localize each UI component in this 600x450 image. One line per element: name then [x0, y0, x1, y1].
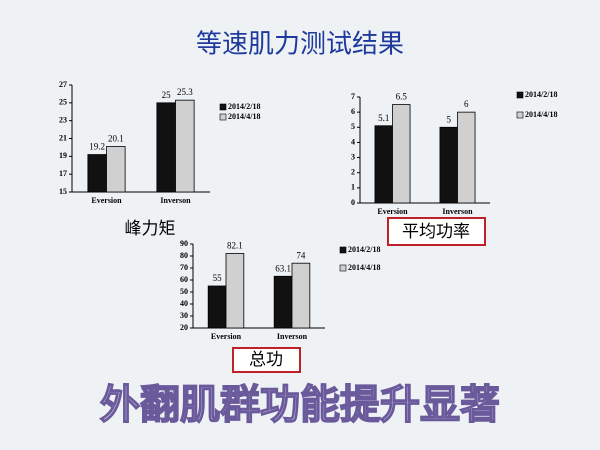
y-tick-label: 23 — [59, 115, 67, 124]
y-tick-label: 7 — [351, 92, 355, 101]
x-tick-label: Inverson — [277, 332, 308, 341]
caption-frame — [387, 217, 486, 246]
y-tick-label: 4 — [351, 137, 355, 146]
legend-swatch — [516, 91, 524, 99]
value-label: 82.1 — [227, 241, 243, 251]
value-label: 63.1 — [275, 263, 291, 273]
value-label: 20.1 — [108, 134, 124, 144]
x-tick-label: Eversion — [91, 196, 122, 205]
y-tick-label: 5 — [351, 122, 355, 131]
bar — [106, 146, 126, 193]
bar — [374, 125, 393, 204]
value-label: 6 — [464, 99, 469, 109]
bar — [156, 102, 176, 193]
value-label: 25 — [162, 90, 172, 100]
value-label: 19.2 — [89, 142, 105, 152]
bar — [291, 262, 311, 329]
legend-swatch — [516, 111, 524, 119]
chart-caption: 平均功率 — [402, 222, 470, 242]
y-tick-label: 1 — [351, 183, 355, 192]
x-tick-label: Eversion — [377, 207, 408, 216]
slide-title: 等速肌力测试结果 — [196, 30, 404, 60]
x-tick-label: Inverson — [442, 207, 473, 216]
y-tick-label: 50 — [180, 287, 188, 296]
chart-caption: 总功 — [249, 350, 283, 370]
value-label: 5.1 — [378, 113, 389, 123]
legend-label: 2014/4/18 — [525, 110, 557, 119]
y-tick-label: 30 — [180, 311, 188, 320]
y-tick-label: 19 — [59, 151, 67, 160]
y-tick-label: 27 — [59, 80, 67, 89]
x-tick-label: Eversion — [211, 332, 242, 341]
value-label: 6.5 — [396, 92, 408, 102]
bar — [273, 275, 293, 329]
y-tick-label: 15 — [59, 187, 67, 196]
legend-label: 2014/2/18 — [228, 102, 260, 111]
y-tick-label: 6 — [351, 107, 355, 116]
value-label: 55 — [213, 273, 223, 283]
y-tick-label: 25 — [59, 98, 67, 107]
legend-swatch — [339, 246, 347, 254]
y-tick-label: 90 — [180, 239, 188, 248]
legend-swatch — [339, 264, 347, 272]
legend-swatch — [219, 103, 227, 111]
legend-label: 2014/2/18 — [525, 90, 557, 99]
legend-swatch — [219, 113, 227, 121]
footer-text: 外翻肌群功能提升显著 — [100, 381, 500, 428]
bar — [87, 154, 107, 193]
y-tick-label: 3 — [351, 152, 355, 161]
bar — [175, 99, 195, 193]
legend-label: 2014/4/18 — [348, 263, 380, 272]
chart-caption: 峰力矩 — [125, 219, 176, 239]
y-tick-label: 0 — [351, 198, 355, 207]
value-label: 5 — [446, 114, 451, 124]
caption-frame — [232, 347, 301, 373]
legend-label: 2014/2/18 — [348, 245, 380, 254]
bar — [439, 126, 458, 204]
value-label: 74 — [296, 250, 306, 260]
bar — [207, 285, 227, 329]
y-tick-label: 70 — [180, 263, 188, 272]
y-tick-label: 2 — [351, 168, 355, 177]
bar — [392, 104, 411, 204]
y-tick-label: 21 — [59, 133, 67, 142]
y-tick-label: 17 — [59, 169, 67, 178]
bar — [225, 253, 245, 329]
x-tick-label: Inverson — [160, 196, 191, 205]
legend-label: 2014/4/18 — [228, 112, 260, 121]
bar — [457, 111, 476, 204]
y-tick-label: 60 — [180, 275, 188, 284]
y-tick-label: 80 — [180, 251, 188, 260]
value-label: 25.3 — [177, 87, 193, 97]
y-tick-label: 20 — [180, 323, 188, 332]
y-tick-label: 40 — [180, 299, 188, 308]
